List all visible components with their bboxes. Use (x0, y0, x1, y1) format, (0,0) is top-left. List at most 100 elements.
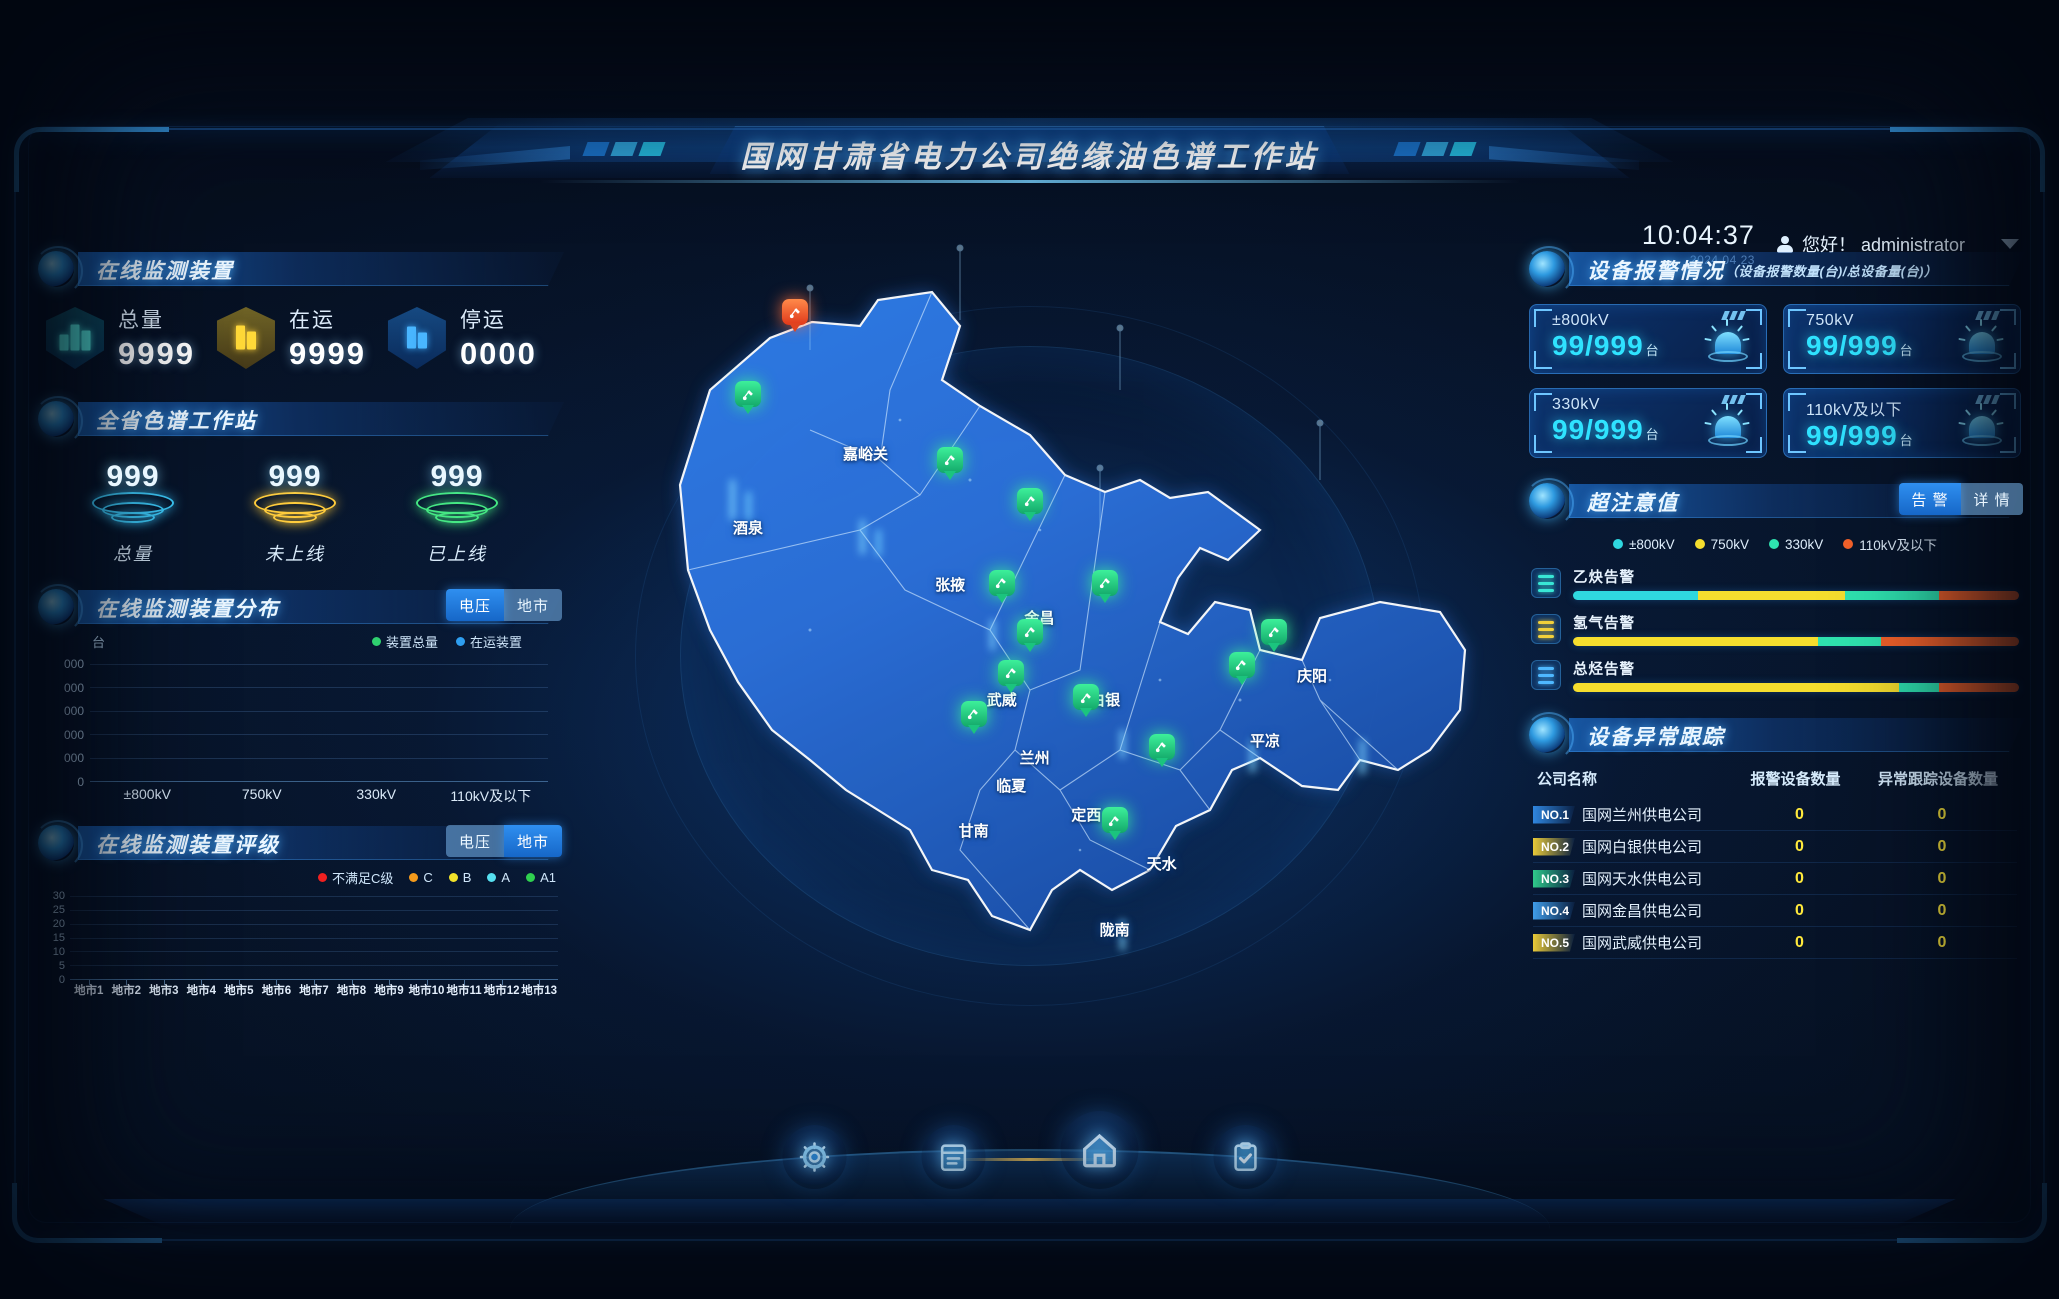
map-city-label: 平凉 (1249, 733, 1281, 751)
company-name: 国网白银供电公司 (1582, 839, 1703, 856)
station-stat-online-value: 999 (430, 460, 484, 493)
rating-toggle-group[interactable]: 电压 地市 (446, 825, 562, 857)
over-row-label: 氢气告警 (1573, 616, 1635, 632)
detail-button[interactable]: 详 情 (1961, 483, 2023, 515)
right-column: 设备报警情况 （设备报警数量(台)/总设备量(台)） ±800kV 99/999 台… (1524, 246, 2025, 959)
over-panel-rows: 乙炔告警 氢气告警 总烃告警 (1525, 566, 2025, 692)
rating-chart-xaxis: 地市1 地市2 地市3 地市4 地市5 地市6 地市7 地市8 地市9 地市10 地市11 地市12 地… (70, 982, 558, 998)
dist-chart-grid (90, 664, 548, 782)
device-pin-icon[interactable] (1092, 569, 1119, 596)
over-button-group[interactable]: 告 警 详 情 (1899, 483, 2023, 515)
rating-xtick: 地市13 (521, 985, 558, 997)
device-pin-icon[interactable] (735, 381, 761, 407)
device-pin-icon[interactable] (1073, 684, 1100, 711)
alarm-count: 0 (1795, 869, 1804, 887)
alarm-button[interactable]: 告 警 (1899, 483, 1961, 515)
rating-xtick: 地市1 (74, 985, 104, 997)
map-marker[interactable] (1073, 684, 1100, 711)
over-legend-item: 110kV及以下 (1843, 534, 1937, 554)
dist-ytick: 000 (63, 657, 84, 671)
user-greeting[interactable]: 您好！ administrator (1776, 231, 1965, 257)
dist-chart-xaxis: ±800kV 750kV 330kV 110kV及以下 (90, 786, 548, 806)
device-pin-icon[interactable] (998, 659, 1025, 686)
dist-toggle-group[interactable]: 电压 地市 (446, 589, 562, 621)
company-name: 国网金昌供电公司 (1582, 903, 1703, 920)
map-city-label: 天水 (1146, 856, 1177, 874)
dist-legend-item: 在运装置 (455, 632, 522, 651)
device-pin-icon[interactable] (1148, 733, 1175, 760)
track-table: 公司名称 报警设备数量 异常跟踪设备数量 NO.1 国网兰州供电公司 0 0 NO.2 国… (1525, 768, 2025, 959)
table-row[interactable]: NO.4 国网金昌供电公司 0 0 (1533, 895, 2017, 927)
alarm-card[interactable]: 330kV 99/999 台 (1529, 388, 1767, 458)
device-pin-icon[interactable] (782, 299, 808, 325)
map-marker[interactable] (735, 381, 761, 407)
device-pin-icon[interactable] (1101, 807, 1128, 834)
alarm-card[interactable]: ±800kV 99/999 台 (1529, 304, 1767, 374)
calendar-list-icon[interactable] (921, 1125, 985, 1189)
map-marker[interactable] (1101, 807, 1128, 834)
rating-xtick: 地市12 (483, 985, 520, 997)
table-row[interactable]: NO.3 国网天水供电公司 0 0 (1533, 863, 2017, 895)
station-stat-online: 999 已上线 (397, 460, 517, 566)
map-marker[interactable] (1228, 651, 1255, 678)
device-stat-total-value: 9999 (118, 336, 195, 371)
rank-badge: NO.3 (1533, 869, 1576, 888)
table-row[interactable]: NO.2 国网白银供电公司 0 0 (1533, 831, 2017, 863)
track-col-company: 公司名称 (1537, 771, 1598, 788)
chevron-down-icon[interactable] (2001, 239, 2019, 249)
map-marker[interactable] (988, 569, 1015, 596)
building-blue-icon (387, 307, 446, 369)
clipboard-check-icon[interactable] (1213, 1125, 1277, 1189)
device-pin-icon[interactable] (1017, 487, 1043, 514)
station-stat-total: 999 总量 (73, 460, 193, 566)
map-city-label: 临夏 (996, 778, 1027, 796)
panel-orb-icon (33, 246, 83, 296)
device-stat-running: 在运 9999 (216, 304, 366, 372)
table-row[interactable]: NO.1 国网兰州供电公司 0 0 (1533, 799, 2017, 831)
device-pin-icon[interactable] (960, 700, 987, 727)
device-pin-icon[interactable] (1228, 651, 1255, 678)
alarm-count: 0 (1795, 805, 1804, 823)
rating-toggle-city[interactable]: 地市 (504, 825, 562, 857)
alarm-card[interactable]: 110kV及以下 99/999 台 (1783, 388, 2021, 458)
gansu-map[interactable]: 酒泉嘉峪关张掖金昌武威兰州白银临夏定西甘南天水陇南庆阳平凉 (560, 230, 1500, 1050)
siren-icon (1958, 403, 2004, 449)
device-stat-stopped-label: 停运 (459, 309, 506, 332)
device-pin-icon[interactable] (937, 446, 964, 473)
rating-xtick: 地市6 (261, 985, 292, 997)
rating-toggle-voltage[interactable]: 电压 (446, 825, 504, 857)
dist-ytick: 000 (63, 727, 84, 742)
map-marker[interactable] (960, 700, 987, 727)
dist-ytick: 000 (63, 751, 84, 766)
table-row[interactable]: NO.5 国网武威供电公司 0 0 (1533, 927, 2017, 959)
dist-toggle-city[interactable]: 地市 (504, 589, 562, 621)
device-pin-icon[interactable] (988, 569, 1015, 596)
company-name: 国网武威供电公司 (1582, 935, 1703, 952)
dist-toggle-voltage[interactable]: 电压 (446, 589, 504, 621)
list-lines-icon (1531, 568, 1561, 598)
rating-xtick: 地市5 (224, 985, 254, 997)
rating-xtick: 地市10 (408, 985, 445, 997)
map-marker[interactable] (937, 446, 964, 473)
station-panel-header: 全省色谱工作站 (33, 396, 564, 446)
map-marker[interactable] (1148, 733, 1175, 760)
alarm-card[interactable]: 750kV 99/999 台 (1783, 304, 2021, 374)
map-marker[interactable] (1261, 618, 1288, 645)
device-pin-icon[interactable] (1261, 618, 1288, 645)
map-marker[interactable] (1092, 569, 1119, 596)
map-marker[interactable] (1017, 487, 1043, 514)
dist-panel-header: 在线监测装置分布 电压 地市 (33, 584, 564, 634)
map-marker[interactable] (998, 659, 1025, 686)
rating-ytick: 10 (52, 946, 65, 958)
map-marker[interactable] (782, 299, 808, 325)
bottom-nav[interactable] (782, 1111, 1277, 1189)
map-marker[interactable] (1017, 618, 1043, 645)
rating-legend-item: C (409, 870, 433, 885)
gear-icon[interactable] (782, 1125, 846, 1189)
user-greeting-label: 您好！ administrator (1801, 235, 1965, 255)
rating-ytick: 20 (52, 918, 65, 930)
map-city-label: 甘南 (958, 823, 989, 841)
device-pin-icon[interactable] (1017, 618, 1043, 645)
over-legend-item: 330kV (1768, 534, 1823, 554)
home-icon[interactable] (1060, 1111, 1138, 1189)
